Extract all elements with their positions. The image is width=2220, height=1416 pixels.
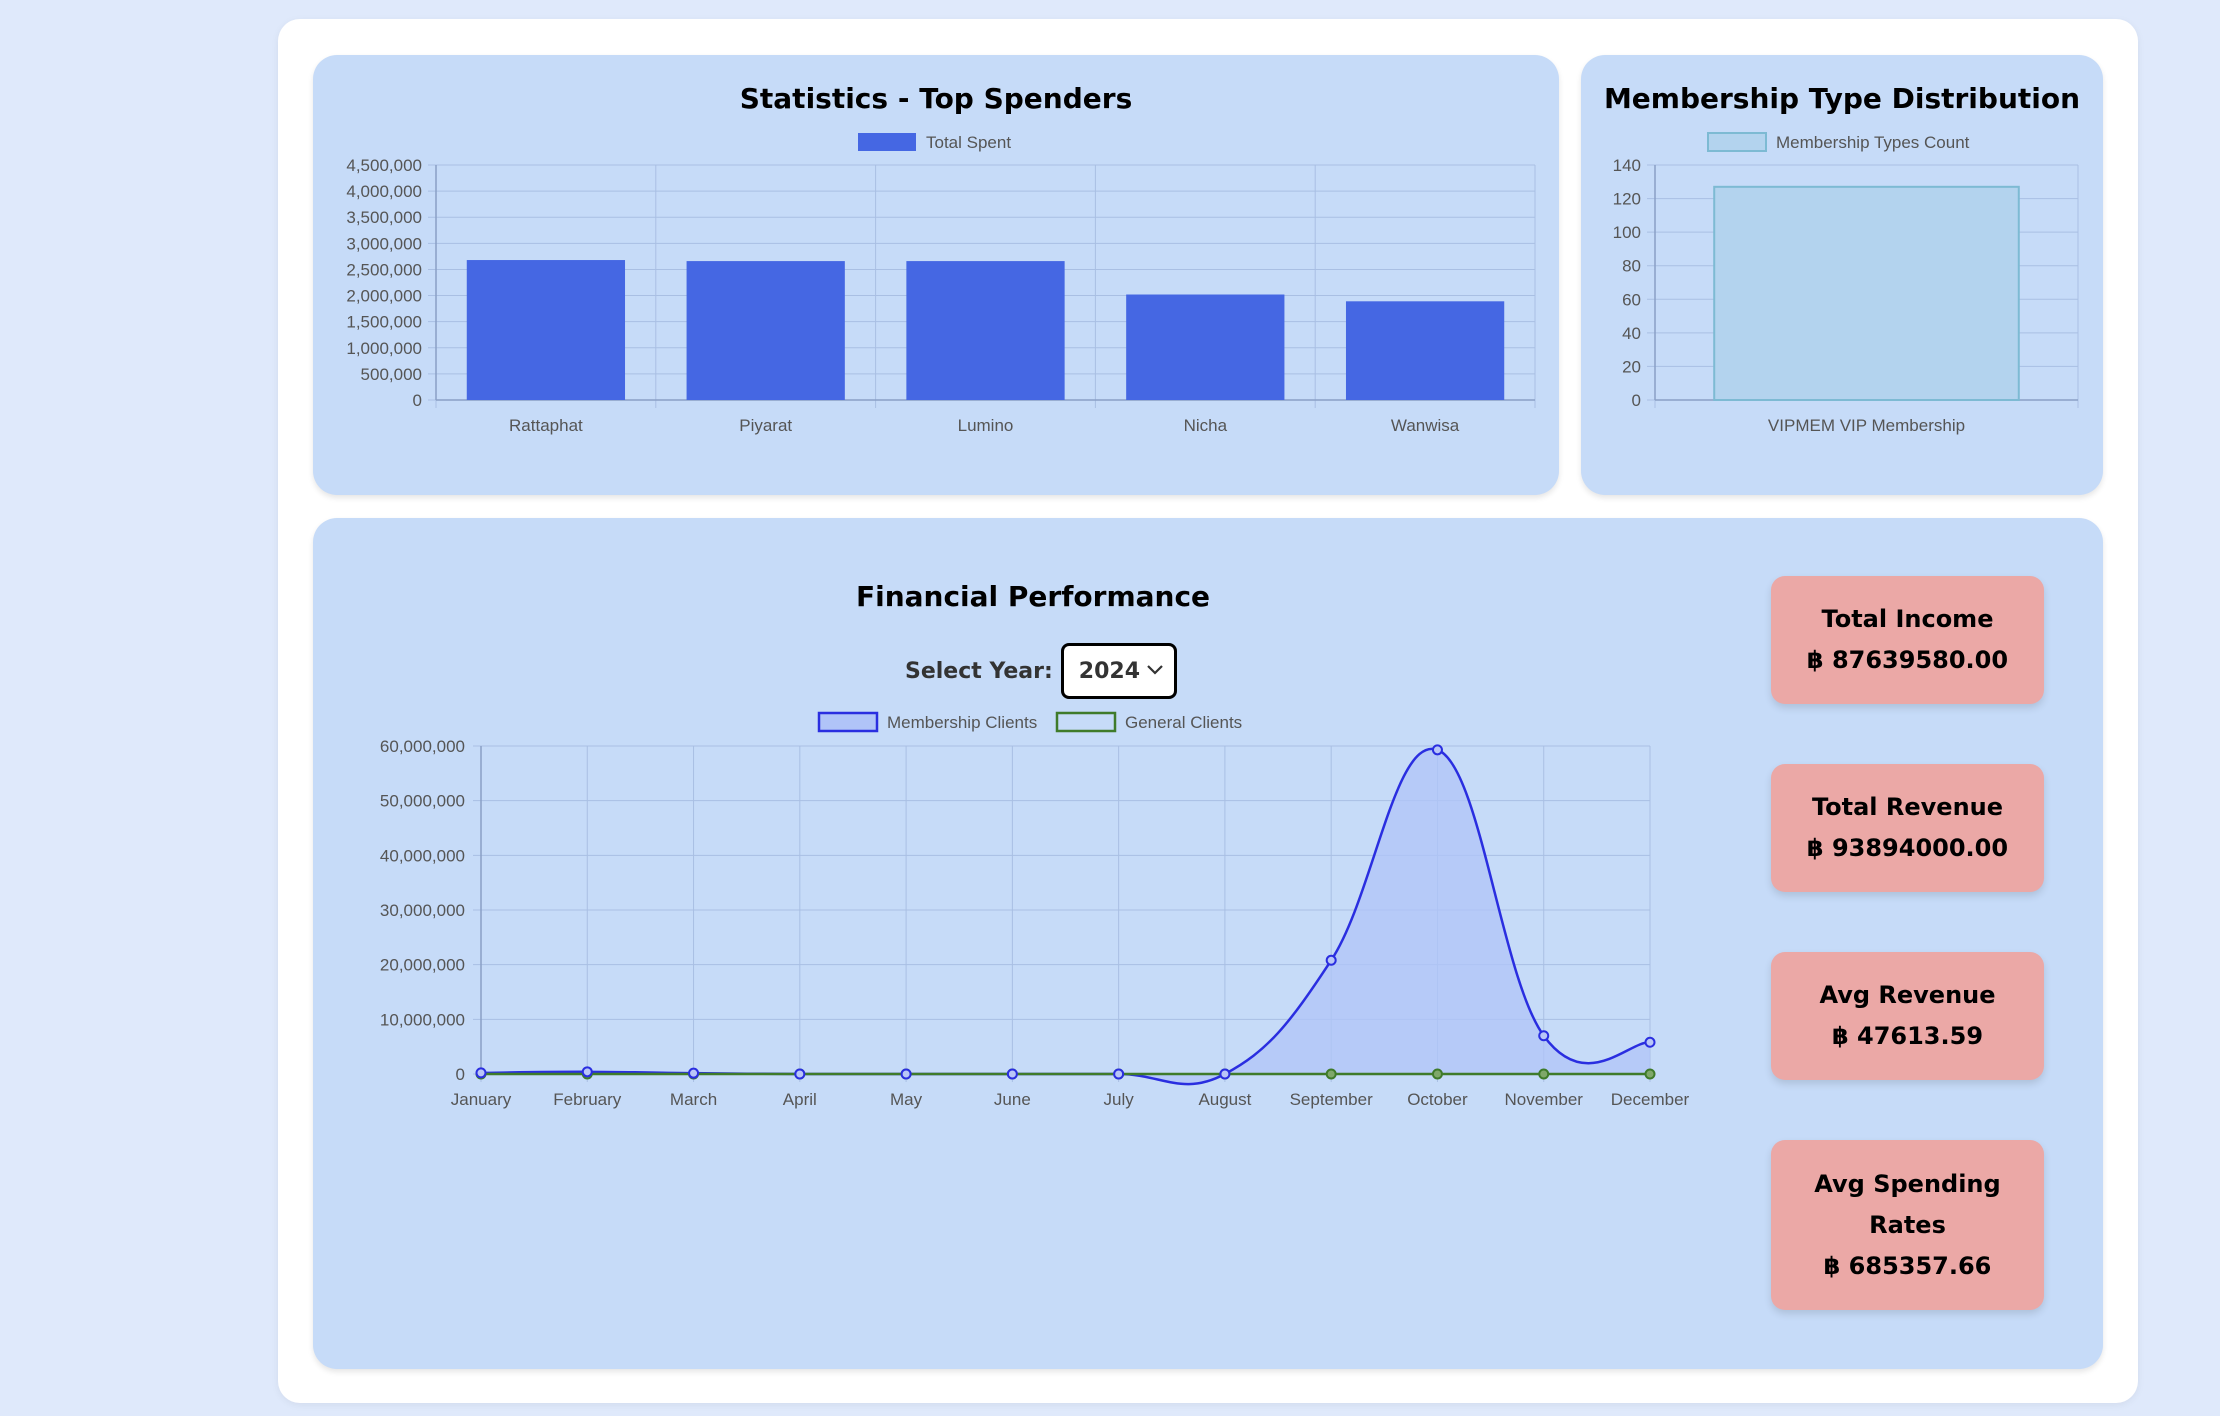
membership-area (481, 748, 1650, 1085)
x-tick-label: November (1505, 1090, 1584, 1109)
general-point (1644, 1068, 1656, 1080)
legend-swatch (1055, 711, 1117, 733)
year-select-value: 2024 (1078, 658, 1141, 684)
x-tick-label: December (1611, 1090, 1690, 1109)
x-tick-label: October (1407, 1090, 1468, 1109)
general-point (1431, 1068, 1443, 1080)
y-tick-label: 140 (1613, 156, 1641, 175)
membership-point (475, 1067, 487, 1079)
top-spenders-title: Statistics - Top Spenders (739, 82, 1133, 115)
legend-label: Membership Clients (887, 713, 1037, 732)
y-tick-label: 40 (1622, 324, 1641, 343)
y-tick-label: 3,000,000 (346, 234, 422, 253)
general-point (1325, 1068, 1337, 1080)
y-tick-label: 500,000 (361, 365, 422, 384)
legend-label: Membership Types Count (1776, 133, 1970, 152)
x-tick-label: Rattaphat (509, 416, 583, 435)
avg-spending-value: ฿ 685357.66 (1823, 1251, 1992, 1280)
membership-point (794, 1068, 806, 1080)
bar (1126, 294, 1285, 400)
avg-revenue-card: Avg Revenue ฿ 47613.59 (1771, 952, 2044, 1080)
y-tick-label: 1,000,000 (346, 339, 422, 358)
x-tick-label: April (783, 1090, 817, 1109)
y-tick-label: 60 (1622, 290, 1641, 309)
membership-title: Membership Type Distribution (1603, 82, 2081, 115)
y-tick-label: 20 (1622, 357, 1641, 376)
membership-point (1006, 1068, 1018, 1080)
y-tick-label: 4,500,000 (346, 156, 422, 175)
year-select[interactable]: 2024 (1060, 643, 1177, 699)
x-tick-label: August (1198, 1090, 1251, 1109)
y-tick-label: 0 (413, 391, 422, 410)
y-tick-label: 10,000,000 (380, 1010, 465, 1029)
bar (686, 261, 845, 400)
total-income-card: Total Income ฿ 87639580.00 (1771, 576, 2044, 704)
x-tick-label: September (1290, 1090, 1373, 1109)
membership-chart: 0 20 40 60 80 100 120 140 VIPMEM VIP Membership M… (1613, 132, 2079, 435)
bar (466, 260, 626, 400)
y-tick-label: 1,500,000 (346, 313, 422, 332)
x-tick-label: February (553, 1090, 622, 1109)
financial-title: Financial Performance (855, 580, 1211, 613)
y-tick-label: 0 (456, 1065, 465, 1084)
membership-point (1431, 744, 1443, 756)
x-tick-label: June (994, 1090, 1031, 1109)
bar (1345, 301, 1505, 400)
y-tick-label: 2,000,000 (346, 287, 422, 306)
top-spenders-chart: 0 500,000 1,000,000 1,500,000 2,000,000 2,500… (346, 133, 1536, 435)
legend-swatch (858, 133, 916, 151)
membership-point (1113, 1068, 1125, 1080)
year-selector-row: Select Year: 2024 (905, 641, 1177, 701)
avg-spending-card: Avg Spending Rates ฿ 685357.66 (1771, 1140, 2044, 1310)
y-tick-label: 4,000,000 (346, 182, 422, 201)
select-year-label: Select Year: (905, 658, 1053, 684)
x-tick-label: Nicha (1184, 416, 1228, 435)
membership-point (1219, 1068, 1231, 1080)
y-tick-label: 40,000,000 (380, 846, 465, 865)
general-point (1538, 1068, 1550, 1080)
y-tick-label: 100 (1613, 223, 1641, 242)
x-tick-label: VIPMEM VIP Membership (1768, 416, 1965, 435)
total-income-value: ฿ 87639580.00 (1806, 646, 2009, 674)
chevron-down-icon (1147, 665, 1163, 675)
x-tick-label: March (670, 1090, 717, 1109)
membership-point (1325, 954, 1337, 966)
legend-swatch (1707, 132, 1767, 152)
x-tick-label: July (1104, 1090, 1135, 1109)
y-tick-label: 50,000,000 (380, 792, 465, 811)
legend-label: General Clients (1125, 713, 1242, 732)
bar (1713, 185, 2020, 401)
avg-revenue-label: Avg Revenue (1819, 981, 1996, 1009)
total-income-label: Total Income (1821, 605, 1994, 633)
legend-label: Total Spent (926, 133, 1011, 152)
membership-point (581, 1066, 593, 1078)
legend-swatch (817, 711, 879, 733)
x-tick-label: Lumino (958, 416, 1014, 435)
y-tick-label: 20,000,000 (380, 956, 465, 975)
y-tick-label: 30,000,000 (380, 901, 465, 920)
x-tick-label: Piyarat (739, 416, 792, 435)
avg-revenue-value: ฿ 47613.59 (1831, 1022, 1984, 1050)
membership-point (688, 1067, 700, 1079)
x-tick-label: May (890, 1090, 923, 1109)
avg-spending-label: Avg Spending Rates (1814, 1169, 2001, 1239)
x-tick-label: January (451, 1090, 512, 1109)
y-tick-label: 60,000,000 (380, 737, 465, 756)
total-revenue-label: Total Revenue (1811, 793, 2004, 821)
membership-point (1644, 1036, 1656, 1048)
y-tick-label: 120 (1613, 190, 1641, 209)
x-tick-label: Wanwisa (1391, 416, 1460, 435)
financial-chart: 0 10,000,000 20,000,000 30,000,000 40,000,00… (380, 711, 1690, 1109)
y-tick-label: 2,500,000 (346, 260, 422, 279)
membership-point (1538, 1030, 1550, 1042)
total-revenue-value: ฿ 93894000.00 (1806, 834, 2009, 862)
y-tick-label: 80 (1622, 257, 1641, 276)
bar (906, 261, 1065, 400)
y-tick-label: 0 (1632, 391, 1641, 410)
total-revenue-card: Total Revenue ฿ 93894000.00 (1771, 764, 2044, 892)
membership-point (900, 1068, 912, 1080)
y-tick-label: 3,500,000 (346, 208, 422, 227)
